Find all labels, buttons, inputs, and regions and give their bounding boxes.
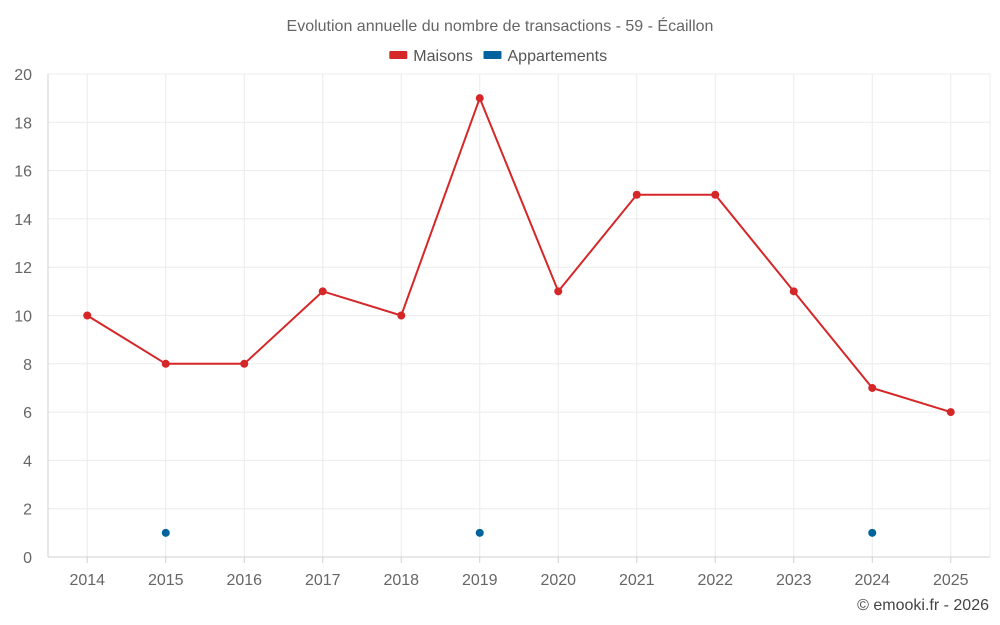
legend-item-maisons[interactable]: Maisons [389,48,473,65]
series-line-maisons [86,95,952,414]
y-tick-label: 8 [23,357,32,374]
y-tick-label: 4 [23,453,32,470]
y-tick-label: 16 [14,164,32,181]
series-appartements [161,528,877,537]
axes [47,74,991,563]
x-tick-label: 2016 [226,572,262,589]
y-tick-labels: 0 2 4 6 8 10 12 14 16 18 20 [14,67,32,567]
x-tick-label: 2022 [697,572,733,589]
y-tick-label: 12 [14,260,32,277]
x-tick-label: 2018 [383,572,419,589]
data-point-appartements[interactable] [868,528,877,537]
data-point-maisons[interactable] [240,359,249,368]
data-point-maisons[interactable] [397,311,406,320]
x-tick-labels: 2014 2015 2016 2017 2018 2019 2020 2021 2022 2023… [69,572,968,589]
data-point-appartements[interactable] [475,528,484,537]
chart-title: Evolution annuelle du nombre de transact… [287,16,714,35]
data-point-maisons[interactable] [475,94,484,103]
legend-label: Maisons [413,48,473,65]
x-tick-label: 2024 [854,572,890,589]
data-point-maisons[interactable] [632,190,641,199]
x-tick-label: 2021 [619,572,655,589]
series-group [83,94,955,537]
x-tick-label: 2025 [933,572,969,589]
y-tick-label: 6 [23,405,32,422]
data-point-maisons[interactable] [868,383,877,392]
y-tick-label: 0 [23,550,32,567]
x-tick-label: 2017 [305,572,341,589]
legend-swatch [483,51,502,59]
data-point-maisons[interactable] [554,287,563,296]
data-point-maisons[interactable] [789,287,798,296]
grid-lines [48,73,990,557]
x-tick-label: 2019 [462,572,498,589]
x-tick-label: 2023 [776,572,812,589]
x-tick-label: 2020 [540,572,576,589]
legend-item-appartements[interactable]: Appartements [483,48,608,65]
y-tick-label: 14 [14,212,32,229]
y-tick-label: 10 [14,309,32,326]
data-point-maisons[interactable] [318,287,327,296]
legend-label: Appartements [508,48,608,65]
series-maisons [83,94,955,417]
y-tick-label: 18 [14,115,32,132]
data-point-appartements[interactable] [161,528,170,537]
y-tick-label: 20 [14,67,32,84]
y-tick-label: 2 [23,502,32,519]
data-point-maisons[interactable] [161,359,170,368]
credit-text: © emooki.fr - 2026 [857,597,989,614]
legend-swatch [389,51,408,59]
data-point-maisons[interactable] [83,311,92,320]
data-point-maisons[interactable] [946,408,955,417]
x-tick-label: 2014 [69,572,105,589]
data-point-maisons[interactable] [711,190,720,199]
legend: Maisons Appartements [389,48,607,65]
x-tick-label: 2015 [148,572,184,589]
